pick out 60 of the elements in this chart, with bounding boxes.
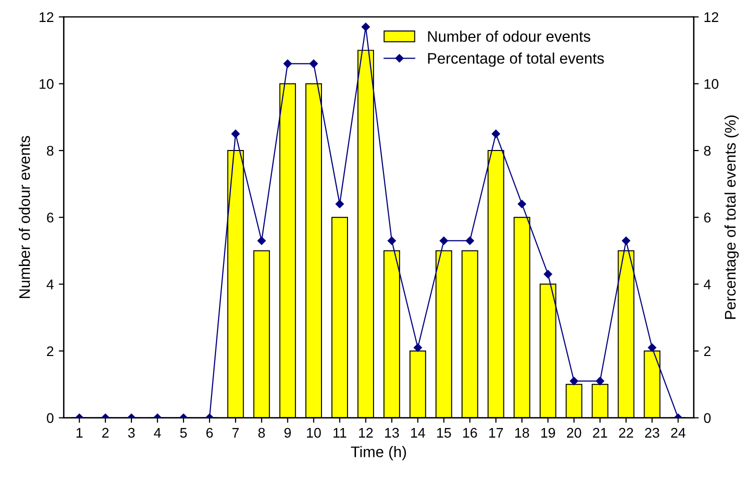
y2-axis-title: Percentage of total events (%): [724, 116, 739, 319]
y-tick-label: 0: [46, 413, 54, 423]
point: [518, 200, 526, 208]
point: [388, 236, 396, 245]
x-tick-label: 8: [258, 428, 265, 438]
point: [231, 130, 240, 138]
x-tick-label: 16: [463, 428, 477, 438]
point: [336, 200, 344, 208]
x-tick-label: 2: [102, 428, 109, 438]
y-tick-label: 6: [47, 212, 54, 223]
point: [414, 344, 422, 352]
point: [622, 236, 630, 245]
point: [570, 376, 578, 386]
x-tick-label: 13: [385, 428, 399, 438]
y2-tick-label: 8: [704, 146, 711, 156]
y-tick-label: 10: [40, 79, 54, 89]
point: [362, 22, 370, 32]
x-tick-label: 22: [619, 428, 634, 438]
x-tick-label: 5: [180, 428, 187, 438]
x-tick-label: 14: [411, 428, 426, 438]
y-tick-label: 8: [46, 146, 54, 156]
x-tick-label: 3: [128, 428, 135, 438]
x-tick-label: 17: [489, 428, 503, 438]
point: [440, 236, 448, 245]
point: [596, 376, 604, 386]
x-tick-label: 4: [154, 428, 161, 438]
x-tick-label: 18: [515, 428, 530, 438]
x-tick-label: 19: [541, 428, 556, 438]
y2-tick-label: 2: [704, 346, 710, 356]
x-tick-label: 24: [671, 428, 686, 438]
x-axis-title: Time (h): [350, 446, 406, 460]
x-tick-label: 10: [307, 428, 321, 438]
y2-tick-label: 12: [704, 12, 718, 22]
point: [544, 270, 552, 278]
y2-tick-label: 6: [704, 212, 711, 223]
point: [492, 130, 500, 138]
point: [284, 60, 292, 68]
x-tick-label: 21: [593, 428, 608, 438]
y-tick-label: 2: [47, 346, 54, 356]
x-tick-label: 11: [334, 428, 346, 438]
x-tick-label: 1: [76, 428, 83, 438]
x-tick-label: 12: [359, 428, 373, 438]
x-tick-label: 15: [437, 428, 451, 438]
x-tick-label: 6: [206, 428, 213, 438]
y2-tick-label: 0: [704, 413, 711, 423]
x-tick-label: 20: [566, 428, 582, 438]
x-tick-label: 23: [645, 428, 660, 438]
y2-tick-label: 4: [704, 280, 711, 290]
y-tick-label: 4: [46, 280, 54, 290]
y-tick-label: 12: [40, 12, 54, 22]
y-axis-title: Number of odour events: [18, 136, 30, 298]
point: [257, 236, 266, 245]
point: [310, 60, 318, 68]
legend-label: Number of odour events: [428, 30, 590, 42]
y2-tick-label: 10: [704, 79, 718, 89]
point: [466, 236, 474, 245]
legend-label: Percentage of total events: [428, 52, 604, 67]
x-tick-label: 7: [232, 428, 239, 438]
point: [648, 344, 656, 352]
x-tick-label: 9: [284, 428, 291, 438]
